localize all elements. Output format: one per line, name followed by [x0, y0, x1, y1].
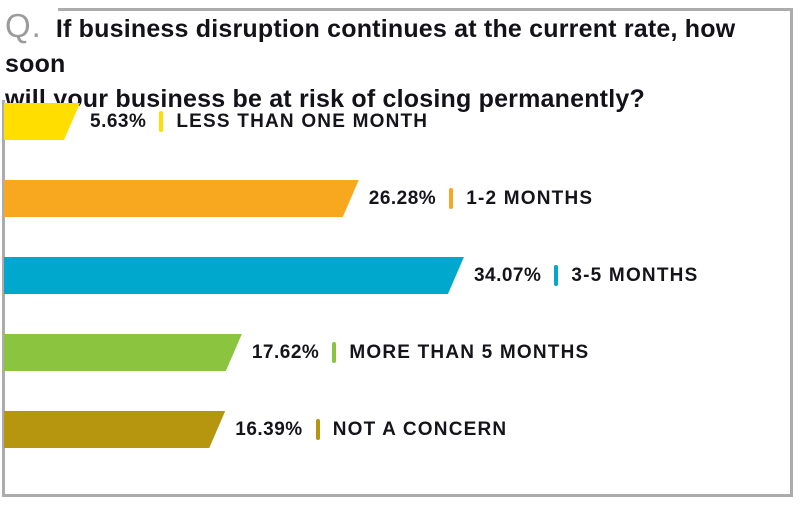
- bar-row: 16.39% NOT A CONCERN: [4, 411, 794, 448]
- bar-segment: [4, 257, 464, 294]
- bar-segment: [4, 411, 225, 448]
- bar-value-label: 5.63%: [90, 110, 147, 132]
- separator-tick: [554, 265, 559, 286]
- question-text-line1: If business disruption continues at the …: [5, 15, 736, 78]
- bar-segment: [4, 103, 80, 140]
- bar-segment: [4, 180, 359, 217]
- frame-border-left: [2, 100, 5, 494]
- frame-border-right: [790, 8, 793, 497]
- bar-row: 26.28% 1-2 MONTHS: [4, 180, 794, 217]
- bar-category-label: MORE THAN 5 MONTHS: [349, 341, 590, 363]
- separator-tick: [449, 188, 454, 209]
- separator-tick: [332, 342, 337, 363]
- bar-category-label: LESS THAN ONE MONTH: [176, 110, 429, 132]
- bar-category-label: NOT A CONCERN: [332, 418, 508, 440]
- bar-value-label: 17.62%: [251, 341, 320, 363]
- question-text-line2: will your business be at risk of closing…: [5, 85, 645, 113]
- bar-row: 17.62% MORE THAN 5 MONTHS: [4, 334, 794, 371]
- bar-value-label: 34.07%: [473, 264, 542, 286]
- bar-chart: 5.63% LESS THAN ONE MONTH 26.28% 1-2 MONTHS…: [4, 103, 794, 488]
- bar-category-label: 3-5 MONTHS: [571, 264, 699, 286]
- bar-row: 34.07% 3-5 MONTHS: [4, 257, 794, 294]
- bar-value-label: 26.28%: [368, 187, 437, 209]
- separator-tick: [315, 419, 320, 440]
- bar-row: 5.63% LESS THAN ONE MONTH: [4, 103, 794, 140]
- frame-border-top: [58, 8, 792, 11]
- question-q-icon: Q.: [5, 7, 42, 44]
- bar-segment: [4, 334, 242, 371]
- question-title: Q. If business disruption continues at th…: [5, 8, 787, 117]
- frame-border-bottom: [2, 494, 793, 497]
- bar-value-label: 16.39%: [235, 418, 303, 440]
- bar-category-label: 1-2 MONTHS: [466, 187, 594, 209]
- separator-tick: [159, 111, 164, 132]
